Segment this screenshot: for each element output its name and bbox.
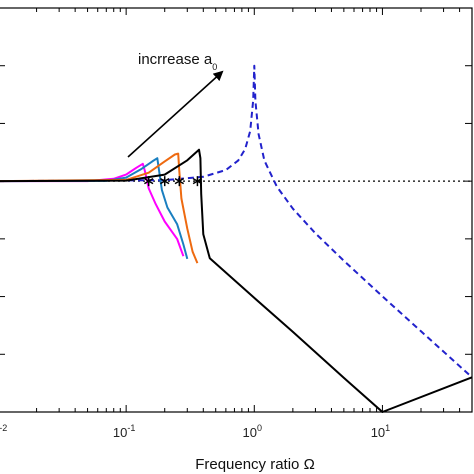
series-line-5 (0, 148, 473, 413)
x-tick-label: 10-1 (113, 423, 135, 440)
x-axis-label: Frequency ratio Ω (195, 456, 315, 473)
annotation-subscript: 0 (212, 62, 217, 72)
x-tick-label: 10-2 (0, 423, 7, 440)
annotation-text: incrrease a0 (138, 51, 217, 72)
plot-frame (0, 7, 473, 413)
star-marker-1 (144, 176, 154, 187)
series-line-4 (0, 152, 199, 264)
star-markers (144, 176, 203, 187)
annotation: incrrease a0 (127, 51, 224, 158)
x-tick-label: 100 (243, 423, 262, 440)
series-layer (0, 64, 473, 413)
x-tick-label: 101 (371, 423, 390, 440)
increase-arrow (127, 70, 224, 158)
star-marker-4 (192, 176, 203, 187)
series-line-2 (0, 162, 185, 257)
star-marker-3 (174, 176, 185, 187)
star-marker-2 (160, 176, 170, 187)
series-line-3 (0, 157, 189, 260)
axes: 10-2 10-1 100 101 (0, 7, 473, 440)
series-line-1 (0, 64, 473, 379)
